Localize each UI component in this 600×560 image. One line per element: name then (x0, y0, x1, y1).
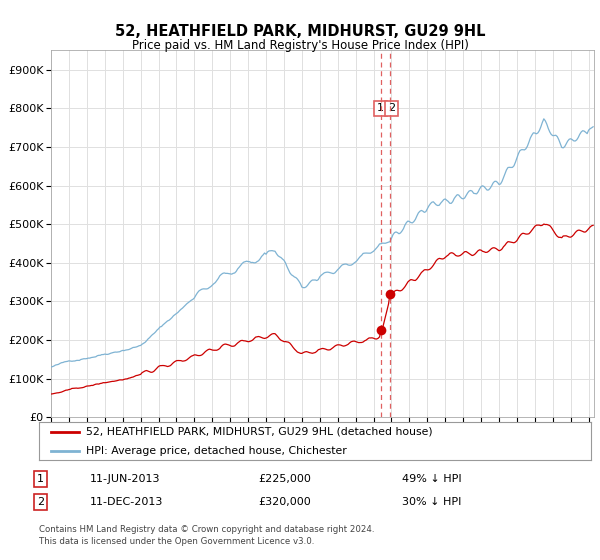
Text: 1: 1 (37, 474, 44, 484)
Text: 11-JUN-2013: 11-JUN-2013 (90, 474, 161, 484)
Text: Contains HM Land Registry data © Crown copyright and database right 2024.: Contains HM Land Registry data © Crown c… (39, 525, 374, 534)
Text: 2: 2 (37, 497, 44, 507)
Text: £320,000: £320,000 (258, 497, 311, 507)
Text: 2: 2 (388, 103, 395, 113)
Text: 30% ↓ HPI: 30% ↓ HPI (402, 497, 461, 507)
Text: Price paid vs. HM Land Registry's House Price Index (HPI): Price paid vs. HM Land Registry's House … (131, 39, 469, 52)
Text: HPI: Average price, detached house, Chichester: HPI: Average price, detached house, Chic… (86, 446, 347, 456)
Text: 49% ↓ HPI: 49% ↓ HPI (402, 474, 461, 484)
Text: 52, HEATHFIELD PARK, MIDHURST, GU29 9HL (detached house): 52, HEATHFIELD PARK, MIDHURST, GU29 9HL … (86, 427, 433, 437)
Text: 11-DEC-2013: 11-DEC-2013 (90, 497, 163, 507)
Text: This data is licensed under the Open Government Licence v3.0.: This data is licensed under the Open Gov… (39, 537, 314, 546)
Text: 52, HEATHFIELD PARK, MIDHURST, GU29 9HL: 52, HEATHFIELD PARK, MIDHURST, GU29 9HL (115, 24, 485, 39)
Text: £225,000: £225,000 (258, 474, 311, 484)
Text: 1: 1 (377, 103, 384, 113)
